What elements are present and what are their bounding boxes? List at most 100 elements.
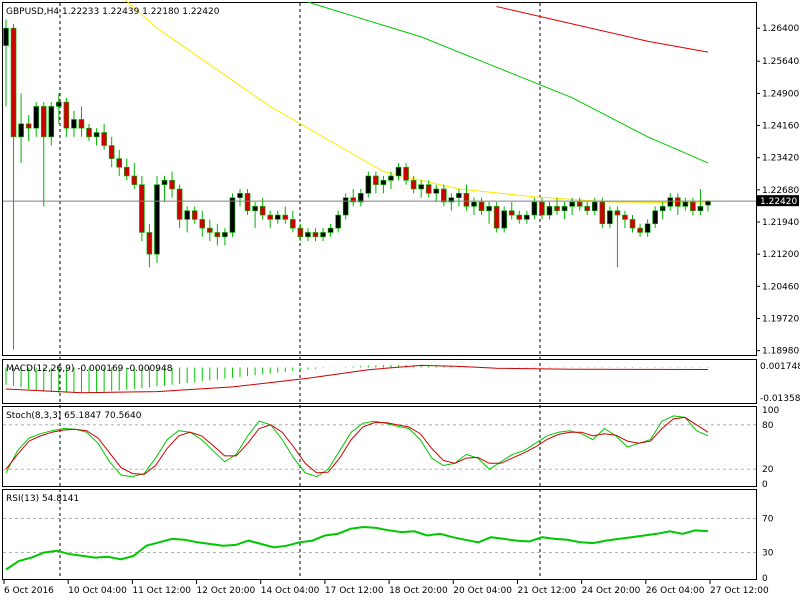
candle-body [561,206,568,212]
stoch-levels [3,424,756,470]
macd-tick-top: 0.001748 [760,362,800,372]
candle-body [486,206,492,212]
price-tick-label: 1.22680 [762,186,799,196]
candle-body [18,123,24,138]
stoch-tick-label: 100 [762,406,779,416]
candle-body [86,127,92,138]
candle-body [108,145,115,159]
rsi-pane[interactable] [2,489,757,580]
price-tick-label: 1.18980 [762,347,799,357]
rsi-axis: 70 30 0 [762,515,774,585]
candle-body [418,184,424,190]
candle-body [3,27,9,46]
candle-body [184,210,190,220]
stoch-series-1 [5,416,709,475]
candle-body [123,166,130,177]
candle-body [682,201,689,207]
price-tick-label: 1.20460 [762,282,799,292]
price-tick-label: 1.25640 [762,57,799,67]
candles [3,19,711,350]
candle-body [33,106,39,129]
candle-body [191,210,198,220]
candle-body [584,206,591,212]
candle-body [222,232,228,238]
candle-body [554,206,560,212]
macd-pane[interactable] [2,359,757,404]
candle-body [229,197,236,233]
candle-body [169,180,175,190]
candle-body [395,166,402,177]
time-tick-label: 20 Oct 04:00 [453,586,512,596]
rsi-tick-label: 70 [762,515,774,525]
price-axis: 1.26400 1.25640 1.24900 1.24160 1.23420 1.226… [756,24,799,357]
candle-body [267,214,273,220]
stoch-pane[interactable] [2,406,757,487]
candle-body [350,197,357,203]
time-tick-label: 10 Oct 04:00 [68,586,127,596]
candle-body [508,210,515,216]
candle-body [357,193,364,203]
rsi-series-0 [5,525,709,571]
price-tick-label: 1.26400 [762,24,799,34]
candle-body [244,193,251,212]
price-tick-label: 1.23420 [762,154,799,164]
candle-body [365,175,372,194]
price-tick-label: 1.19720 [762,314,799,324]
candle-body [342,197,349,216]
candle-body [607,210,613,225]
candle-body [501,210,507,229]
time-tick-label: 21 Oct 12:00 [517,586,576,596]
current-price-label: 1.22420 [760,197,797,207]
candle-body [441,188,447,203]
candle-body [78,119,85,129]
candle-body [516,214,523,220]
stoch-pane-title: Stoch(8,3,3) 65.1847 70.5640 [6,411,142,421]
candle-body [531,201,538,216]
candle-body [146,232,153,255]
candle-body [463,193,470,207]
candle-body [101,132,107,146]
stoch-tick-label: 20 [762,465,774,475]
candle-body [478,201,485,212]
candle-body [471,201,477,207]
day-separators [59,3,541,580]
candle-body [116,158,123,168]
candle-body [259,206,266,216]
candle-body [297,227,304,238]
moving-average-line-2 [496,6,709,53]
candle-body [576,201,583,207]
candle-body [10,27,17,138]
price-tick-label: 1.24160 [762,122,799,132]
time-tick-label: 11 Oct 12:00 [132,586,191,596]
candle-body [388,175,394,181]
candle-body [690,201,696,212]
time-tick-label: 27 Oct 12:00 [710,586,769,596]
candle-body [207,227,213,233]
macd-tick-bottom: -0.013585 [760,394,800,404]
moving-averages [124,0,709,204]
candle-body [154,184,160,255]
candle-body [667,197,674,207]
candle-body [456,193,462,198]
price-pane-title: GBPUSD,H4 1.22233 1.22439 1.22180 1.2242… [6,7,220,17]
candle-body [373,175,379,185]
price-pane[interactable] [2,2,757,356]
candle-body [48,106,55,138]
stoch-axis: 100 80 20 0 [762,406,779,490]
candle-body [93,132,100,138]
candle-body [614,210,621,216]
stoch-tick-label: 0 [762,480,768,490]
time-axis: 6 Oct 2016 10 Oct 04:00 11 Oct 12:00 12 Oct… [3,580,769,596]
candle-body [629,219,636,229]
candle-body [274,214,281,220]
candle-body [176,188,183,220]
candle-body [290,219,296,229]
candle-body [199,219,206,229]
candle-body [25,123,32,129]
time-tick-label: 6 Oct 2016 [4,586,54,596]
candle-body [539,201,545,216]
candle-body [675,197,681,207]
candle-body [305,232,311,238]
